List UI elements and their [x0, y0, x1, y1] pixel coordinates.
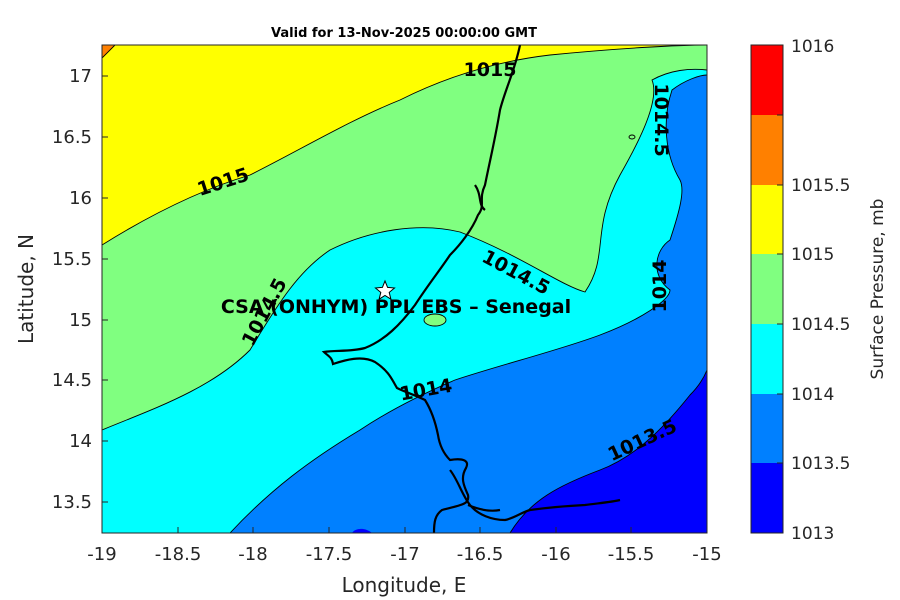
- y-tick-labels: 13.5 14 14.5 15 15.5 16 16.5 17: [52, 66, 92, 513]
- x-tick-label: -15: [692, 544, 721, 565]
- y-axis-label: Latitude, N: [14, 234, 38, 344]
- y-tick-label: 16.5: [52, 127, 92, 148]
- x-tick-label: -17.5: [306, 544, 353, 565]
- contour-lines: [102, 45, 707, 533]
- x-tick-label: -18.5: [155, 544, 202, 565]
- colorbar: 1013 1013.5 1014 1014.5 1015 1015.5 1016…: [750, 37, 888, 544]
- colorbar-label: Surface Pressure, mb: [868, 199, 888, 380]
- colorbar-segment: [751, 45, 783, 115]
- colorbar-tick-label: 1013.5: [791, 454, 850, 474]
- band-1013.5-1014: [230, 75, 707, 533]
- x-tick-label: -16: [541, 544, 570, 565]
- band-1014.5-island: [424, 314, 446, 326]
- pressure-field: [102, 45, 707, 533]
- y-tick-label: 15.5: [52, 249, 92, 270]
- map-title: Valid for 13-Nov-2025 00:00:00 GMT: [271, 26, 537, 41]
- band-1013-1013.5-patch: [352, 528, 372, 533]
- colorbar-tick-label: 1013: [791, 524, 834, 544]
- coastline: [321, 45, 621, 533]
- y-tick-label: 17: [69, 66, 92, 87]
- star-icon: [374, 279, 396, 301]
- colorbar-tick-label: 1015: [791, 245, 834, 265]
- x-tick-label: -16.5: [457, 544, 504, 565]
- colorbar-tick-label: 1015.5: [791, 176, 850, 196]
- site-label: CSA (ONHYM) PPL EBS – Senegal: [221, 296, 571, 318]
- colorbar-segment: [751, 463, 783, 533]
- colorbar-segment: [751, 185, 783, 254]
- x-tick-label: -15.5: [608, 544, 655, 565]
- x-tick-label: -18: [238, 544, 267, 565]
- y-tick-label: 13.5: [52, 492, 92, 513]
- contour-label: 1014.5: [650, 83, 672, 156]
- x-tick-label: -19: [87, 544, 116, 565]
- contour-label: 1015: [464, 59, 517, 81]
- band-1013-1013.5: [510, 370, 707, 533]
- y-tick-label: 14: [69, 431, 92, 452]
- colorbar-tick-label: 1016: [791, 37, 834, 57]
- y-tick-label: 15: [69, 310, 92, 331]
- colorbar-tick-label: 1014.5: [791, 315, 850, 335]
- y-tick-label: 16: [69, 188, 92, 209]
- x-tick-label: -17: [390, 544, 419, 565]
- contour-label: 1014: [649, 260, 671, 313]
- colorbar-frame: [750, 44, 784, 534]
- colorbar-segment: [751, 115, 783, 185]
- colorbar-segment: [751, 254, 783, 324]
- colorbar-segment: [751, 394, 783, 463]
- x-axis-label: Longitude, E: [342, 573, 467, 597]
- x-tick-labels: -19 -18.5 -18 -17.5 -17 -16.5 -16 -15.5 …: [87, 544, 721, 565]
- y-tick-label: 14.5: [52, 370, 92, 391]
- colorbar-segment: [751, 324, 783, 394]
- tick-marks: [101, 75, 708, 533]
- colorbar-tick-label: 1014: [791, 385, 834, 405]
